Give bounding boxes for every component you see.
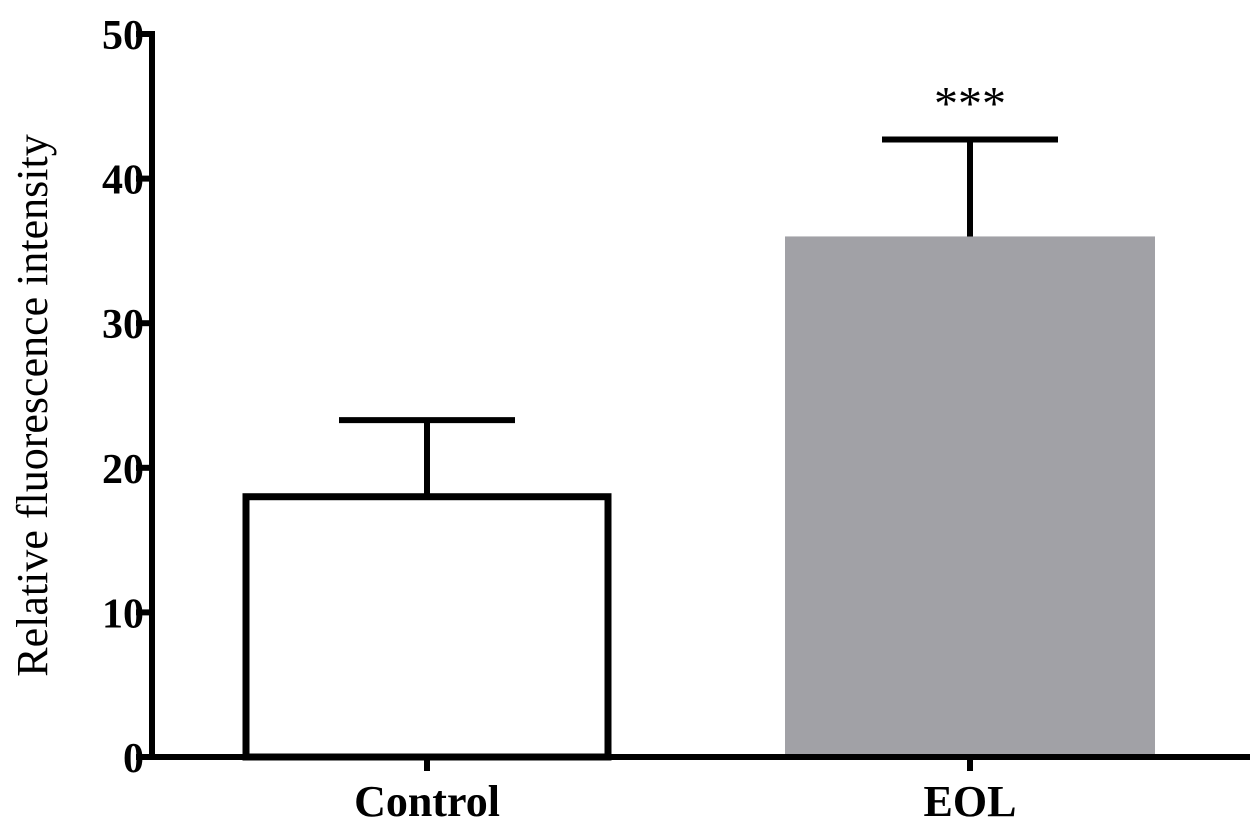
- bars: [242, 236, 1155, 761]
- x-category-label: Control: [354, 777, 500, 826]
- bar-control: [242, 493, 612, 761]
- significance-annotation: ***: [934, 78, 1006, 131]
- x-category-labels: Control EOL: [354, 757, 1016, 826]
- x-category-label: EOL: [924, 777, 1017, 826]
- y-axis-title: Relative fluorescence intensity: [8, 134, 57, 676]
- error-bars: [339, 136, 1058, 497]
- bar-eol: [785, 236, 1155, 757]
- annotations: ***: [934, 78, 1006, 131]
- y-tick-label: 0: [123, 736, 144, 782]
